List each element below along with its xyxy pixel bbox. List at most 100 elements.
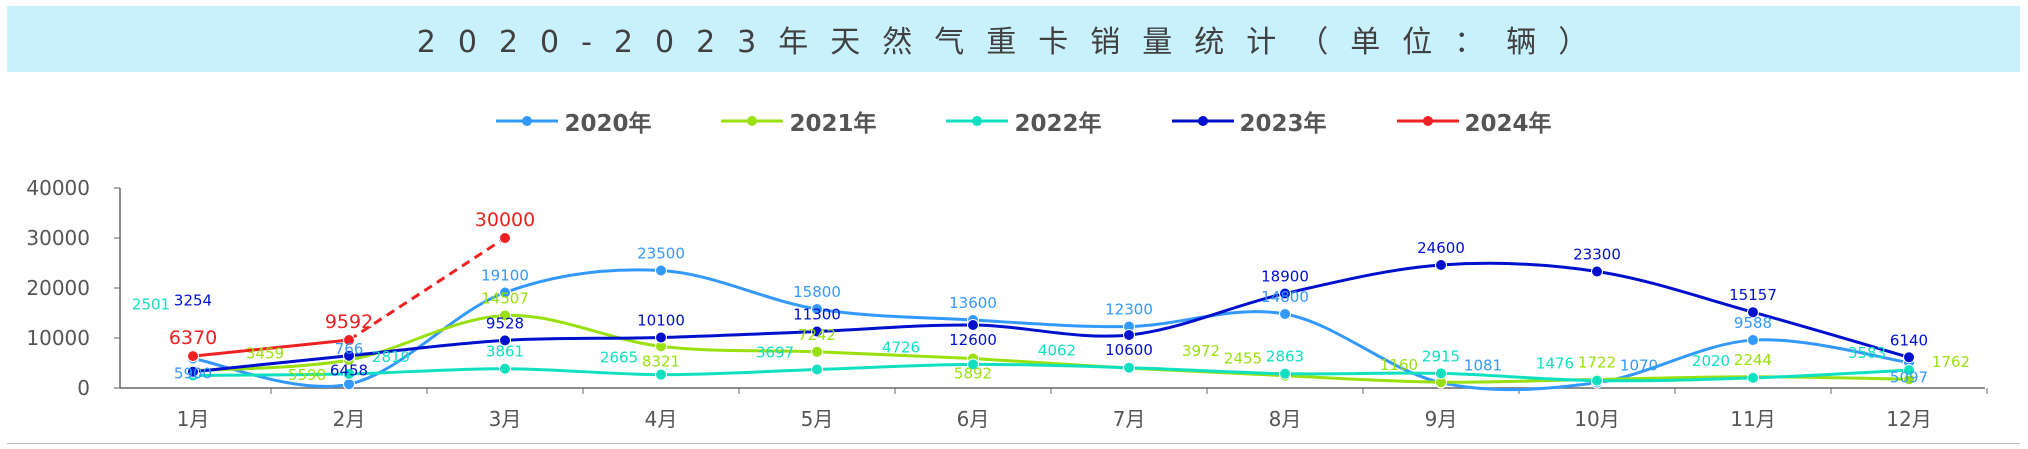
legend-label: 2021年 bbox=[789, 111, 877, 137]
series-2023-line bbox=[192, 261, 1910, 374]
series-2022-data-label: 3583 bbox=[1848, 344, 1886, 362]
legend-item-2022[interactable]: 2022年 bbox=[946, 104, 1102, 138]
series-2022-data-label: 3697 bbox=[756, 344, 794, 362]
series-2022-data-label: 4062 bbox=[1038, 342, 1076, 360]
series-2023-point bbox=[655, 331, 667, 344]
series-2020-data-label: 23500 bbox=[637, 245, 685, 263]
series-2023-point bbox=[967, 319, 979, 331]
series-2023-point bbox=[187, 365, 199, 378]
series-2022-point bbox=[1747, 371, 1759, 384]
series-2020-data-label: 1081 bbox=[1464, 357, 1502, 375]
x-tick-label: 1月 bbox=[177, 407, 210, 431]
series-2024-data-label: 6370 bbox=[169, 327, 217, 349]
series-2023-data-label: 10100 bbox=[637, 312, 685, 330]
series-2024-point bbox=[343, 334, 355, 347]
series-2021-data-label: 7242 bbox=[798, 326, 836, 344]
legend-item-2024[interactable]: 2024年 bbox=[1396, 104, 1552, 138]
legend-marker-icon bbox=[721, 116, 784, 126]
series-2020-data-label: 14800 bbox=[1261, 288, 1309, 306]
series-2022-data-label: 2665 bbox=[600, 349, 638, 367]
y-tick-label: 0 bbox=[77, 376, 90, 400]
series-2023-data-label: 9528 bbox=[486, 314, 524, 332]
legend-label: 2024年 bbox=[1464, 111, 1552, 137]
series-2021-data-label: 3972 bbox=[1182, 342, 1220, 360]
series-2021-point bbox=[499, 309, 511, 322]
series-2020-data-label: 766 bbox=[335, 340, 364, 358]
x-tick-label: 10月 bbox=[1574, 407, 1619, 431]
x-tick-label: 5月 bbox=[801, 407, 834, 431]
series-2023-point bbox=[1279, 287, 1291, 300]
series-2021-data-label: 1762 bbox=[1932, 353, 1970, 371]
series-2020-data-label: 9588 bbox=[1734, 314, 1772, 332]
series-2020-point bbox=[343, 378, 355, 391]
legend-marker-icon bbox=[1396, 116, 1459, 126]
series-2024-segment bbox=[348, 236, 506, 342]
series-2022-data-label: 2501 bbox=[132, 295, 170, 313]
series-2020-point bbox=[1279, 308, 1291, 320]
series-2022-data-label: 2915 bbox=[1422, 347, 1460, 365]
series-2023-point bbox=[1435, 259, 1447, 271]
series-2023-point bbox=[1747, 306, 1759, 319]
series-2022-data-label: 2863 bbox=[1266, 348, 1304, 366]
x-tick-label: 7月 bbox=[1113, 407, 1146, 431]
series-2022-point bbox=[499, 362, 511, 375]
legend-label: 2023年 bbox=[1239, 111, 1327, 137]
series-2020-data-label: 15800 bbox=[793, 283, 841, 301]
series-2023-point bbox=[499, 334, 511, 347]
series-2022-data-label: 1476 bbox=[1536, 355, 1574, 373]
legend-marker-icon bbox=[946, 116, 1009, 126]
series-2021-data-label: 1160 bbox=[1380, 356, 1418, 374]
bottom-divider bbox=[7, 443, 2020, 444]
series-2021-data-label: 8321 bbox=[642, 352, 680, 370]
legend-item-2020[interactable]: 2020年 bbox=[496, 104, 651, 138]
title-banner: 2020-2023年天然气重卡销量统计（单位：辆） bbox=[7, 6, 2020, 72]
chart-title: 2020-2023年天然气重卡销量统计（单位：辆） bbox=[416, 25, 1611, 60]
series-2022-point bbox=[1903, 364, 1915, 377]
series-2023-data-label: 23300 bbox=[1573, 246, 1621, 264]
legend: 2020年 2021年 2022年 2023年 2024年 bbox=[0, 104, 2028, 138]
x-tick-label: 8月 bbox=[1269, 407, 1302, 431]
series-2023-point bbox=[811, 325, 823, 338]
y-tick-label: 20000 bbox=[26, 276, 90, 300]
series-2022-point bbox=[655, 368, 667, 381]
series-2022-point bbox=[967, 358, 979, 371]
series-2020-data-label: 13600 bbox=[949, 294, 997, 312]
x-tick-label: 2月 bbox=[333, 407, 366, 431]
series-2020-data-label: 1070 bbox=[1620, 357, 1658, 375]
series-2021-data-label: 2455 bbox=[1224, 350, 1262, 368]
series-2021-data-label: 1722 bbox=[1578, 353, 1616, 371]
series-2021-data-label: 5892 bbox=[954, 365, 992, 383]
series-2022-point bbox=[343, 367, 355, 380]
series-2022-point bbox=[1123, 361, 1135, 374]
series-2022-data-label: 3861 bbox=[486, 343, 524, 361]
y-tick-label: 40000 bbox=[26, 176, 90, 200]
series-2020-data-label: 5097 bbox=[1890, 369, 1928, 387]
x-tick-label: 6月 bbox=[957, 407, 990, 431]
legend-item-2021[interactable]: 2021年 bbox=[721, 104, 876, 138]
series-2023-data-label: 15157 bbox=[1729, 286, 1777, 304]
x-tick-label: 3月 bbox=[489, 407, 522, 431]
legend-label: 2022年 bbox=[1014, 111, 1102, 137]
series-2021-data-label: 2244 bbox=[1734, 351, 1772, 369]
series-2023-data-label: 6458 bbox=[330, 362, 368, 380]
series-2020-data-label: 12300 bbox=[1105, 301, 1153, 319]
series-2022-data-label: 4726 bbox=[882, 338, 920, 356]
series-2021-data-label: 14507 bbox=[481, 289, 529, 307]
series-2020-data-label: 19100 bbox=[481, 267, 529, 285]
series-2022-point bbox=[811, 363, 823, 376]
series-2023-point bbox=[1123, 329, 1135, 341]
series-2022-line bbox=[192, 362, 1910, 383]
series-2021-data-label: 3459 bbox=[246, 345, 284, 363]
y-tick-label: 30000 bbox=[26, 226, 90, 250]
series-2024-segment bbox=[192, 338, 350, 358]
series-2022-point bbox=[1591, 374, 1603, 387]
series-2023-data-label: 11300 bbox=[793, 306, 841, 324]
legend-label: 2020年 bbox=[564, 111, 652, 137]
legend-item-2023[interactable]: 2023年 bbox=[1171, 104, 1327, 138]
series-2023-data-label: 18900 bbox=[1261, 268, 1309, 286]
y-tick-label: 10000 bbox=[26, 326, 90, 350]
series-2024-data-label: 9592 bbox=[325, 311, 373, 333]
series-2023-data-label: 10600 bbox=[1105, 341, 1153, 359]
series-2023-point bbox=[343, 349, 355, 362]
